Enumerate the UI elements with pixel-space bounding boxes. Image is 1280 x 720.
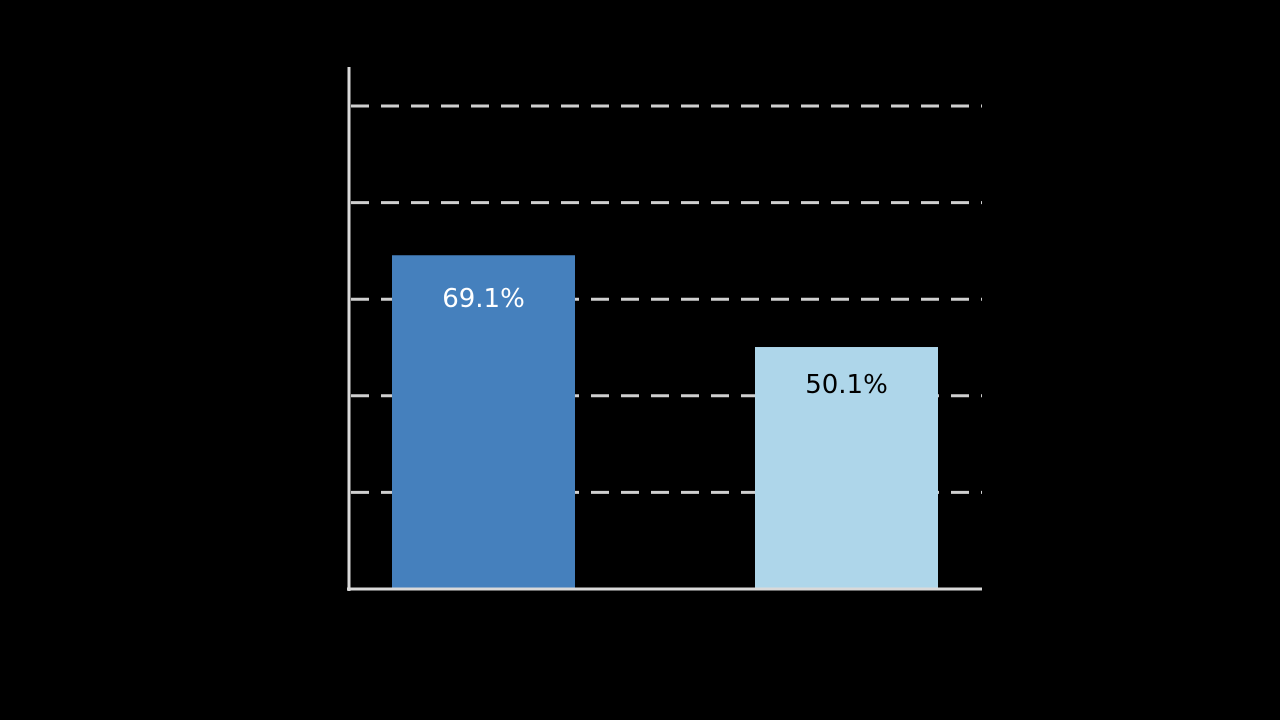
data-label: 50.1% bbox=[805, 370, 888, 400]
bar bbox=[755, 347, 938, 589]
bar bbox=[392, 255, 575, 589]
data-label: 69.1% bbox=[442, 284, 525, 314]
